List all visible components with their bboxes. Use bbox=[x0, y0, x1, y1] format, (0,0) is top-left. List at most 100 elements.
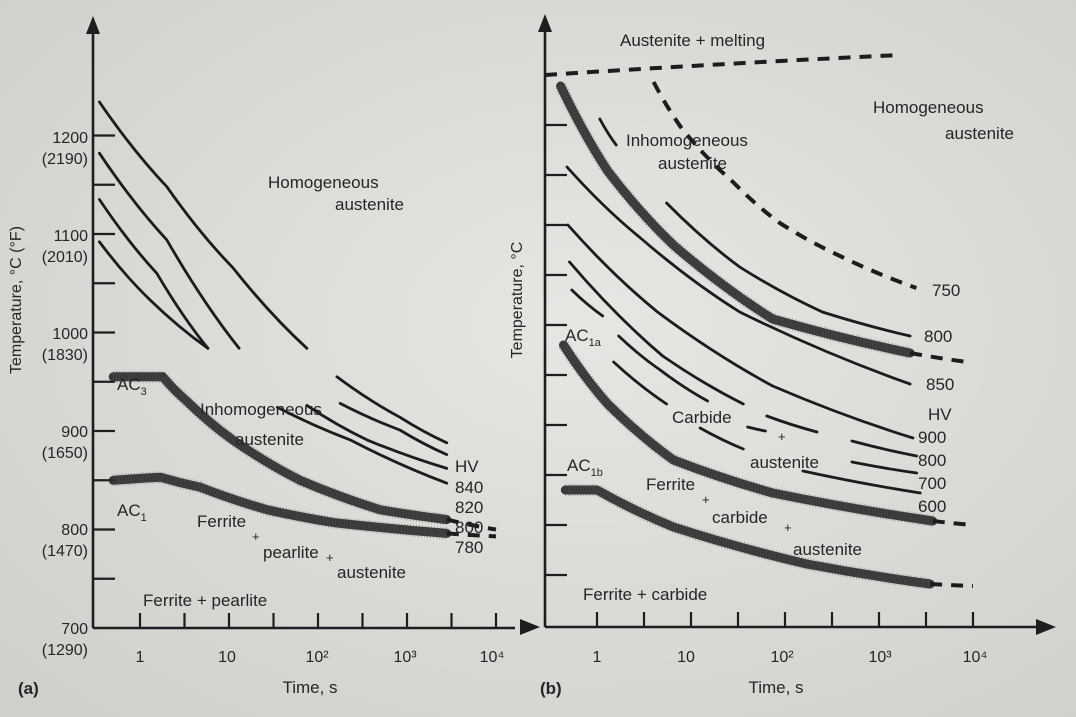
series-label: 900 bbox=[918, 428, 946, 447]
x-tick-label: 10⁴ bbox=[963, 649, 988, 666]
y-tick-label: 900 bbox=[61, 424, 88, 441]
chart-b-series bbox=[544, 53, 974, 590]
ac1b-label: AC1b bbox=[567, 456, 603, 479]
series-840-line bbox=[335, 375, 449, 445]
series-800-line bbox=[598, 117, 618, 147]
region-label: + bbox=[778, 429, 786, 444]
region-label: + bbox=[702, 492, 710, 507]
region-label: Carbide bbox=[672, 408, 732, 427]
x-tick-label: 1 bbox=[593, 649, 602, 666]
chart-b-x-tick-labels: 1 10 10² 10³ 10⁴ bbox=[593, 649, 988, 666]
region-label: Ferrite bbox=[646, 475, 695, 494]
series-700-line bbox=[570, 288, 605, 318]
series-700-line bbox=[850, 460, 919, 475]
region-label: austenite bbox=[337, 563, 406, 582]
series-label: 700 bbox=[918, 474, 946, 493]
y-tick-label-f: (1470) bbox=[42, 543, 88, 560]
series-label: 600 bbox=[918, 497, 946, 516]
series-ac1a-dashed-extension bbox=[932, 519, 974, 527]
series-600-line bbox=[612, 360, 668, 406]
x-tick-label: 10⁴ bbox=[480, 649, 505, 666]
y-tick-label-f: (2190) bbox=[42, 151, 88, 168]
series-ac3-dashed-extension bbox=[446, 517, 497, 532]
series-label: 820 bbox=[455, 498, 483, 517]
region-label: austenite bbox=[945, 124, 1014, 143]
series-label: 840 bbox=[455, 478, 483, 497]
series-ac1a-band bbox=[559, 340, 938, 526]
x-tick-label: 10² bbox=[305, 649, 329, 666]
y-tick-label: 1100 bbox=[54, 228, 89, 245]
x-tick-label: 10 bbox=[677, 649, 695, 666]
chart-b-ticks bbox=[545, 123, 975, 627]
ac1-label: AC1 bbox=[117, 501, 147, 524]
series-ac1b-band bbox=[560, 485, 935, 589]
chart-a-y-tick-labels: 700 (1290) 800 (1470) 900 (1650) 1000 (1… bbox=[42, 130, 88, 659]
y-tick-label: 1200 bbox=[52, 130, 88, 147]
y-tick-label-f: (1650) bbox=[42, 445, 88, 462]
region-label: + bbox=[252, 529, 260, 544]
series-800-line bbox=[568, 260, 745, 406]
series-780-line bbox=[276, 406, 449, 485]
region-label: + bbox=[784, 520, 792, 535]
series-820-line bbox=[338, 402, 449, 456]
series-ac1b-dashed-extension bbox=[929, 582, 974, 588]
series-ac1-band bbox=[108, 472, 452, 538]
series-800-line bbox=[98, 198, 210, 350]
y-tick-label: 700 bbox=[61, 621, 88, 638]
region-label: Ferrite bbox=[197, 512, 246, 531]
series-label: 850 bbox=[926, 375, 954, 394]
hv-heading: HV bbox=[928, 405, 952, 424]
ac3-label: AC3 bbox=[117, 375, 147, 398]
chart-a-series bbox=[98, 100, 497, 540]
series-780-line bbox=[98, 240, 210, 350]
chart-b-panel-label: (b) bbox=[540, 679, 562, 698]
chart-a-annotations: Homogeneous austenite Inhomogeneous aust… bbox=[117, 173, 483, 610]
series-ac1a-band-texture bbox=[558, 341, 934, 527]
chart-a-panel-label: (a) bbox=[18, 679, 39, 698]
x-tick-label: 10³ bbox=[393, 649, 417, 666]
series-upper-band-band-texture bbox=[555, 83, 912, 359]
series-700-line bbox=[617, 334, 709, 403]
chart-a: 700 (1290) 800 (1470) 900 (1650) 1000 (1… bbox=[8, 16, 515, 698]
x-tick-label: 10³ bbox=[868, 649, 892, 666]
series-ac3-band bbox=[108, 372, 452, 525]
y-tick-label-f: (2010) bbox=[42, 249, 88, 266]
chart-b-y-axis-arrow bbox=[538, 14, 552, 32]
series-600-line bbox=[698, 426, 745, 451]
series-800-line bbox=[305, 404, 449, 470]
chart-a-y-axis-arrow bbox=[86, 16, 100, 34]
series-ac1-dashed-extension bbox=[446, 531, 497, 539]
x-tick-label: 1 bbox=[136, 649, 145, 666]
series-upper-band-band bbox=[556, 81, 915, 358]
chart-b-axes bbox=[520, 14, 1056, 635]
region-label: austenite bbox=[658, 154, 727, 173]
chart-a-x-tick-labels: 1 10 10² 10³ 10⁴ bbox=[136, 649, 505, 666]
region-label: Inhomogeneous bbox=[626, 131, 748, 150]
series-840-line bbox=[98, 100, 309, 350]
series-820-line bbox=[98, 151, 241, 350]
ac1a-label: AC1a bbox=[565, 326, 602, 349]
hv-heading: HV bbox=[455, 457, 479, 476]
region-label: Ferrite + carbide bbox=[583, 585, 707, 604]
chart-b: 1 10 10² 10³ 10⁴ Time, s Temperature, °C… bbox=[509, 14, 1056, 698]
chart-a-axes bbox=[86, 16, 515, 630]
chart-a-x-axis-title: Time, s bbox=[282, 678, 337, 697]
region-label: Ferrite + pearlite bbox=[143, 591, 267, 610]
y-tick-label: 800 bbox=[61, 522, 88, 539]
y-tick-label: 1000 bbox=[52, 326, 88, 343]
region-label: Austenite + melting bbox=[620, 31, 765, 50]
y-tick-label-f: (1290) bbox=[42, 642, 88, 659]
y-tick-label-f: (1830) bbox=[42, 347, 88, 364]
series-upper-band-dashed-extension bbox=[909, 351, 968, 364]
series-800-line bbox=[850, 439, 919, 458]
series-austenite-melting-boundary-line bbox=[544, 53, 900, 77]
chart-b-x-axis-arrow bbox=[1036, 619, 1056, 635]
region-label: austenite bbox=[750, 453, 819, 472]
series-ac1b-band-texture bbox=[565, 484, 931, 590]
series-label: 800 bbox=[455, 518, 483, 537]
chart-b-x-axis-title: Time, s bbox=[748, 678, 803, 697]
region-label: Homogeneous bbox=[873, 98, 984, 117]
series-900-line bbox=[566, 223, 915, 440]
series-850-line bbox=[565, 165, 912, 386]
